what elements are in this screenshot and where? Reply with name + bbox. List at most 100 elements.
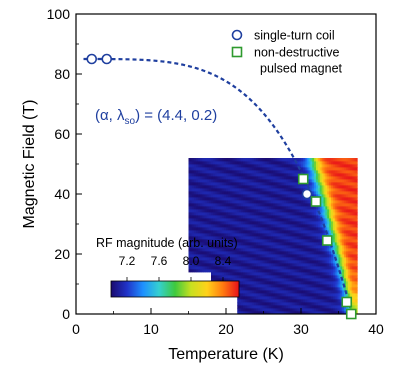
- heatmap-cell: [244, 248, 248, 252]
- heatmap-cell: [252, 227, 255, 231]
- heatmap-cell: [291, 266, 294, 270]
- heatmap-cell: [188, 236, 191, 240]
- heatmap-cell: [226, 257, 229, 261]
- heatmap-cell: [244, 260, 248, 264]
- heatmap-cell: [331, 206, 334, 210]
- heatmap-cell: [340, 233, 343, 237]
- heatmap-cell: [353, 194, 356, 198]
- heatmap-cell: [274, 227, 278, 231]
- heatmap-cell: [263, 263, 266, 267]
- data-point-single-turn-coil: [86, 53, 98, 65]
- heatmap-cell: [287, 296, 291, 300]
- heatmap-cell: [218, 170, 221, 174]
- heatmap-cell: [274, 242, 278, 246]
- heatmap-cell: [282, 272, 285, 276]
- heatmap-cell: [218, 206, 221, 210]
- heatmap-cell: [263, 293, 266, 297]
- heatmap-cell: [250, 212, 253, 216]
- heatmap-cell: [218, 245, 221, 249]
- heatmap-cell: [289, 278, 293, 282]
- heatmap-cell: [244, 290, 248, 294]
- heatmap-cell: [237, 305, 240, 309]
- heatmap-cell: [259, 200, 263, 204]
- heatmap-cell: [203, 200, 206, 204]
- heatmap-cell: [241, 257, 244, 261]
- heatmap-cell: [271, 215, 274, 219]
- heatmap-cell: [239, 236, 242, 240]
- heatmap-cell: [201, 230, 204, 234]
- heatmap-cell: [351, 197, 354, 201]
- heatmap-cell: [265, 179, 268, 183]
- heatmap-cell: [332, 305, 336, 309]
- heatmap-cell: [332, 233, 336, 237]
- heatmap-cell: [329, 194, 332, 198]
- heatmap-cell: [271, 278, 274, 282]
- heatmap-cell: [197, 164, 201, 168]
- heatmap-cell: [224, 251, 227, 255]
- heatmap-cell: [248, 218, 251, 222]
- heatmap-cell: [237, 194, 240, 198]
- heatmap-cell: [239, 167, 242, 171]
- heatmap-cell: [272, 239, 276, 243]
- heatmap-cell: [271, 173, 274, 177]
- heatmap-cell: [329, 278, 332, 282]
- heatmap-cell: [201, 224, 204, 228]
- heatmap-cell: [224, 212, 227, 216]
- heatmap-cell: [267, 242, 270, 246]
- heatmap-cell: [295, 206, 298, 210]
- heatmap-cell: [188, 194, 191, 198]
- heatmap-cell: [353, 203, 356, 207]
- heatmap-cell: [280, 290, 283, 294]
- heatmap-cell: [317, 254, 321, 258]
- heatmap-cell: [252, 218, 255, 222]
- heatmap-cell: [284, 158, 287, 162]
- heatmap-cell: [312, 173, 315, 177]
- heatmap-cell: [347, 257, 351, 261]
- heatmap-cell: [295, 170, 298, 174]
- heatmap-cell: [293, 236, 296, 240]
- heatmap-cell: [332, 308, 336, 312]
- heatmap-cell: [299, 236, 302, 240]
- heatmap-cell: [190, 167, 193, 171]
- heatmap-cell: [237, 158, 240, 162]
- heatmap-cell: [252, 308, 255, 312]
- heatmap-cell: [321, 254, 324, 258]
- heatmap-cell: [334, 308, 338, 312]
- heatmap-cell: [278, 161, 281, 165]
- heatmap-cell: [308, 254, 311, 258]
- heatmap-cell: [310, 161, 313, 165]
- heatmap-cell: [284, 245, 287, 249]
- heatmap-cell: [289, 209, 293, 213]
- heatmap-cell: [190, 185, 193, 189]
- heatmap-cell: [323, 176, 326, 180]
- heatmap-cell: [319, 290, 323, 294]
- heatmap-cell: [254, 308, 257, 312]
- data-point-pulsed-magnet: [345, 308, 357, 320]
- heatmap-cell: [308, 215, 311, 219]
- heatmap-cell: [340, 197, 343, 201]
- heatmap-cell: [207, 173, 210, 177]
- heatmap-cell: [248, 203, 251, 207]
- heatmap-cell: [338, 275, 341, 279]
- heatmap-cell: [252, 272, 255, 276]
- heatmap-cell: [227, 239, 231, 243]
- heatmap-cell: [282, 233, 285, 237]
- heatmap-cell: [241, 299, 244, 303]
- heatmap-cell: [256, 305, 259, 309]
- heatmap-cell: [237, 296, 240, 300]
- heatmap-cell: [284, 302, 287, 306]
- heatmap-cell: [237, 311, 240, 314]
- heatmap-cell: [282, 296, 285, 300]
- heatmap-cell: [355, 263, 358, 267]
- heatmap-cell: [286, 284, 289, 288]
- heatmap-cell: [252, 206, 255, 210]
- heatmap-cell: [257, 188, 261, 192]
- heatmap-cell: [325, 272, 328, 276]
- heatmap-cell: [319, 224, 323, 228]
- heatmap-cell: [310, 245, 313, 249]
- heatmap-cell: [284, 161, 287, 165]
- heatmap-cell: [334, 299, 338, 303]
- heatmap-cell: [192, 200, 195, 204]
- heatmap-cell: [308, 248, 311, 252]
- heatmap-cell: [325, 185, 328, 189]
